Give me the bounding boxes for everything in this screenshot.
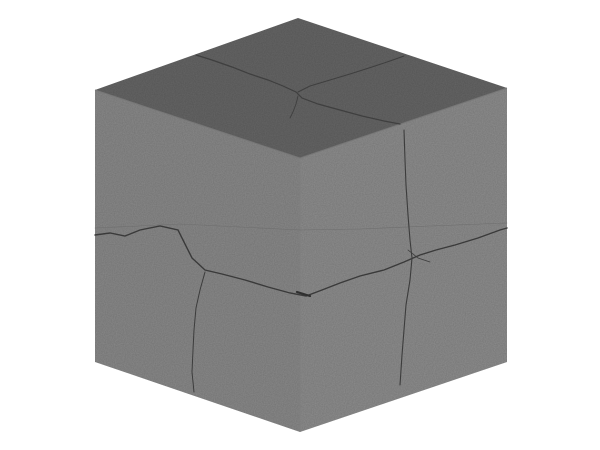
cracks-vertical	[191, 129, 431, 393]
cracks-top	[195, 54, 405, 125]
cracks-horizontal	[94, 222, 508, 298]
surface-texture	[95, 18, 507, 432]
